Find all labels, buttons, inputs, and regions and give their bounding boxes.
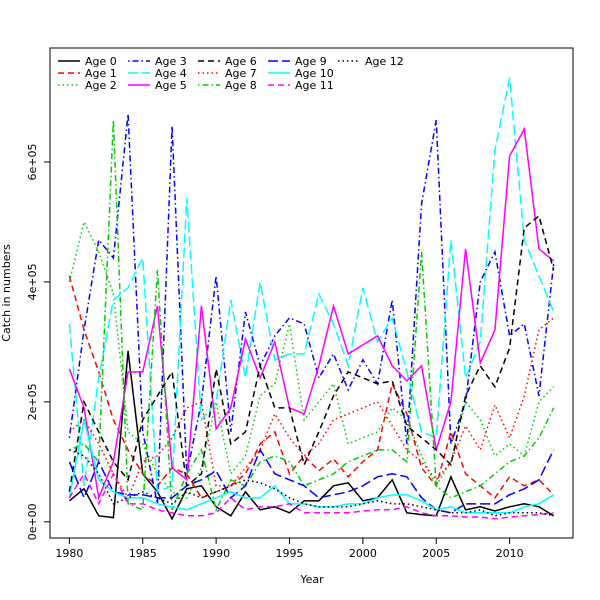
series-line [68, 472, 554, 520]
legend-label: Age 6 [225, 55, 257, 68]
legend-label: Age 10 [295, 67, 334, 80]
legend-label: Age 0 [85, 55, 117, 68]
series-line [68, 113, 555, 504]
series-line [68, 126, 555, 501]
legend-label: Age 8 [225, 79, 257, 92]
series-line [68, 317, 555, 500]
x-tick-label: 1985 [129, 547, 157, 560]
legend-label: Age 3 [155, 55, 187, 68]
series-line [68, 419, 555, 514]
x-tick-label: 2010 [496, 547, 524, 560]
x-tick-label: 1980 [55, 547, 83, 560]
x-tick-label: 2005 [422, 547, 450, 560]
series-line [68, 448, 555, 514]
legend-label: Age 7 [225, 67, 257, 80]
series-line [69, 119, 555, 513]
legend-label: Age 4 [155, 67, 187, 80]
x-tick-label: 2000 [349, 547, 377, 560]
y-axis-title: Catch in numbers [0, 244, 13, 342]
series-line [68, 77, 555, 493]
x-tick-label: 1995 [275, 547, 303, 560]
series-line [68, 275, 555, 499]
x-axis-title: Year [299, 573, 324, 586]
x-tick-label: 1990 [202, 547, 230, 560]
y-tick-label: 6e+05 [26, 143, 39, 180]
plot-frame [49, 47, 574, 539]
y-tick-label: 4e+05 [26, 263, 39, 300]
legend-label: Age 11 [295, 79, 334, 92]
legend-label: Age 12 [365, 55, 404, 68]
y-tick-label: 0e+00 [26, 503, 39, 540]
series-line [68, 214, 555, 492]
legend-label: Age 5 [155, 79, 187, 92]
legend-label: Age 1 [85, 67, 117, 80]
legend-label: Age 9 [295, 55, 327, 68]
series-line [68, 350, 555, 521]
legend-label: Age 2 [85, 79, 117, 92]
y-tick-label: 2e+05 [26, 383, 39, 420]
